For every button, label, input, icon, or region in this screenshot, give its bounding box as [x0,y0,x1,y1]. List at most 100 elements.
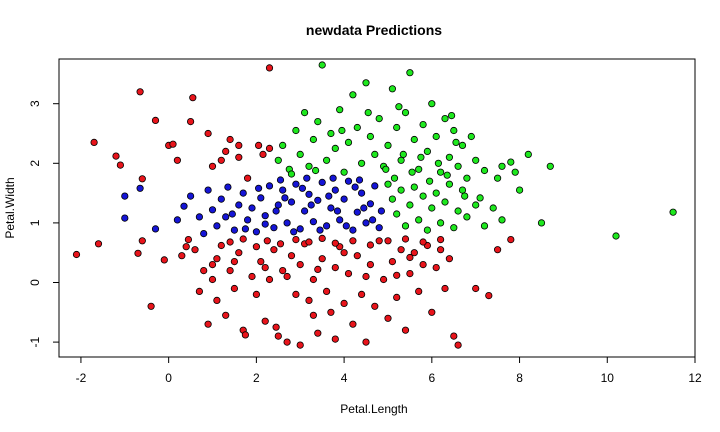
data-point-green [296,150,304,158]
y-tick-label: 3 [28,100,42,107]
data-point-red [276,240,285,248]
data-point-red [318,255,326,263]
data-point-green [419,192,427,200]
data-point-red [432,263,440,272]
data-point-green [415,216,423,224]
data-point-blue [204,186,212,194]
data-point-blue [331,186,339,194]
data-point-blue [305,190,313,198]
data-point-red [182,243,190,251]
data-point-green [428,100,436,108]
data-point-green [441,115,449,123]
data-point-red [255,141,263,149]
x-axis: -2 0 2 4 6 8 10 12 [76,356,702,385]
data-point-green [472,156,480,164]
data-point-red [371,302,379,310]
data-point-blue [366,200,374,208]
data-point-blue [357,189,366,197]
data-point-green [493,174,502,182]
data-point-blue [195,213,203,221]
data-point-green [382,165,390,173]
data-point-blue [322,222,331,230]
data-point-blue [375,224,383,232]
data-point-green [300,109,309,117]
data-point-green [428,204,436,212]
data-point-blue [274,201,282,209]
data-point-blue [241,225,249,233]
data-point-red [388,257,396,266]
data-point-red [147,302,155,310]
data-point-red [116,161,125,169]
data-point-red [283,272,291,281]
data-point-blue [281,194,289,202]
data-point-green [349,91,357,99]
data-point-red [393,271,401,279]
data-point-red [134,249,142,257]
data-point-blue [121,192,129,200]
data-point-green [318,61,326,69]
data-point-green [362,79,370,87]
data-point-red [507,236,515,244]
data-point-blue [355,176,364,184]
data-point-red [208,275,217,284]
data-point-red [375,237,383,245]
data-point-green [537,219,546,227]
data-point-green [498,162,506,170]
data-point-green [397,186,405,194]
data-point-blue [208,206,217,214]
data-point-blue [300,207,309,215]
data-point-green [353,123,361,132]
data-point-green [384,141,392,149]
y-axis-label: Petal.Width [3,177,17,238]
data-point-blue [217,195,225,203]
data-point-green [445,180,453,188]
data-point-green [338,126,346,135]
data-point-blue [344,177,353,185]
data-point-red [160,256,168,264]
data-point-blue [213,222,221,230]
data-point-blue [368,216,377,224]
data-point-blue [235,201,243,209]
data-point-red [217,241,225,250]
data-point-red [401,326,410,334]
data-point-green [388,85,396,93]
chart-title: newdata Predictions [306,22,442,38]
data-point-green [419,121,427,129]
data-point-green [454,162,462,170]
data-point-red [309,275,317,284]
data-point-green [274,156,282,164]
data-point-blue [325,192,333,200]
data-point-blue [371,182,379,190]
data-point-green [447,112,456,120]
data-point-green [454,207,462,215]
data-point-blue [136,184,144,192]
data-point-red [472,284,480,293]
data-point-red [296,260,304,269]
data-point-red [314,265,322,273]
data-point-green [511,168,519,176]
data-point-red [226,238,234,246]
data-point-red [419,260,427,269]
data-point-blue [342,222,350,230]
data-point-green [480,166,489,175]
data-point-blue [200,230,208,238]
data-point-red [485,291,493,300]
data-point-green [467,132,475,141]
data-point-green [336,106,344,114]
data-point-blue [349,226,357,234]
data-point-blue [228,210,236,218]
data-point-red [279,266,287,275]
data-point-red [252,243,260,251]
plot-frame [58,58,696,358]
data-point-blue [309,218,317,226]
data-point-green [452,138,460,146]
data-point-green [287,170,296,178]
data-point-red [331,335,339,343]
data-point-blue [329,174,337,182]
data-point-blue [265,182,274,190]
data-point-red [362,338,370,346]
data-point-red [241,331,249,339]
y-tick-label: 2 [28,160,42,167]
data-point-red [204,129,212,138]
data-point-blue [290,228,298,236]
